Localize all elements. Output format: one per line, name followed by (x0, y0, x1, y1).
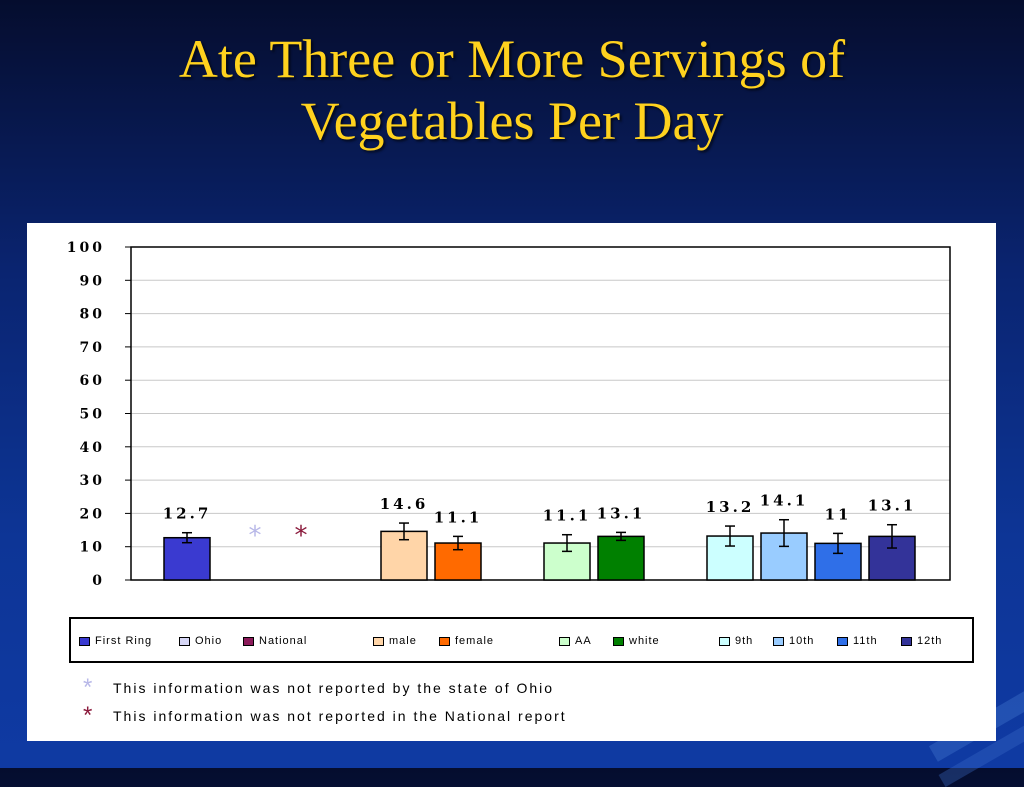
y-tick-label: 100 (67, 240, 105, 256)
data-label: 13.1 (868, 497, 917, 515)
y-tick-label: 30 (80, 473, 105, 489)
y-tick-label: 80 (80, 307, 105, 323)
legend-swatch (837, 636, 848, 646)
y-tick-label: 40 (80, 440, 105, 456)
legend-swatch (79, 636, 90, 646)
note-national-text: This information was not reported in the… (113, 708, 567, 724)
legend-item-aa: AA (559, 634, 592, 648)
legend-item-national: National (243, 634, 307, 648)
y-tick-label: 10 (80, 540, 105, 556)
y-tick-label: 90 (80, 273, 105, 289)
legend-item-12th: 12th (901, 634, 942, 648)
y-tick-label: 0 (92, 573, 105, 589)
legend-swatch (439, 636, 450, 646)
note-ohio-text: This information was not reported by the… (113, 680, 555, 696)
data-label: 12.7 (163, 505, 212, 523)
bar (163, 536, 211, 581)
legend-swatch (773, 636, 784, 646)
data-label: 11 (825, 505, 852, 523)
legend-label: 10th (789, 635, 815, 647)
note-national-star: * (83, 702, 95, 729)
legend-item-white: white (613, 634, 660, 648)
data-label: 11.1 (434, 508, 483, 526)
legend-item-male: male (373, 634, 417, 648)
legend-label: 12th (917, 635, 943, 647)
legend-item-ohio: Ohio (179, 634, 222, 648)
legend-item-10th: 10th (773, 634, 814, 648)
note-national: * This information was not reported in t… (83, 702, 567, 729)
legend-item-female: female (439, 634, 494, 648)
missing-data-star: * (295, 521, 308, 551)
bar (597, 535, 645, 581)
legend-swatch (243, 636, 254, 646)
legend-label: AA (575, 635, 592, 647)
title-line-2: Vegetables Per Day (300, 91, 724, 151)
slide-title: Ate Three or More Servings of Vegetables… (0, 28, 1024, 152)
legend-label: Ohio (195, 635, 223, 647)
legend-item-11th: 11th (837, 634, 878, 648)
legend-item-9th: 9th (719, 634, 753, 648)
legend-swatch (719, 636, 730, 646)
note-ohio: * This information was not reported by t… (83, 674, 555, 701)
legend-item-first-ring: First Ring (79, 634, 152, 648)
note-ohio-star: * (83, 674, 95, 701)
bar-chart: 0 10 20 30 40 50 60 70 80 90 100 12.7 * * 14.6 11.1 11.1… (67, 240, 951, 589)
chart-legend: First Ring Ohio National male female AA white 9… (69, 617, 974, 663)
data-label: 14.6 (380, 495, 429, 513)
legend-swatch (901, 636, 912, 646)
chart-panel: 0 10 20 30 40 50 60 70 80 90 100 12.7 * * 14.6 11.1 11.1… (27, 223, 996, 741)
legend-label: National (259, 635, 308, 647)
y-tick-label: 20 (80, 506, 105, 522)
data-label: 14.1 (760, 492, 809, 510)
legend-label: 11th (853, 635, 878, 647)
legend-label: female (455, 635, 495, 647)
legend-label: 9th (735, 635, 754, 647)
legend-label: white (629, 635, 660, 647)
plot-area-border (130, 246, 951, 581)
missing-data-star: * (249, 521, 262, 551)
data-label: 13.2 (706, 498, 755, 516)
y-tick-label: 60 (80, 373, 105, 389)
y-tick-label: 70 (80, 340, 105, 356)
legend-label: male (389, 635, 417, 647)
legend-label: First Ring (95, 635, 153, 647)
legend-swatch (613, 636, 624, 646)
legend-swatch (179, 636, 190, 646)
data-label: 11.1 (543, 507, 592, 525)
legend-swatch (373, 636, 384, 646)
legend-swatch (559, 636, 570, 646)
data-label: 13.1 (597, 504, 646, 522)
y-tick-label: 50 (80, 407, 105, 423)
title-line-1: Ate Three or More Servings of (178, 29, 846, 89)
